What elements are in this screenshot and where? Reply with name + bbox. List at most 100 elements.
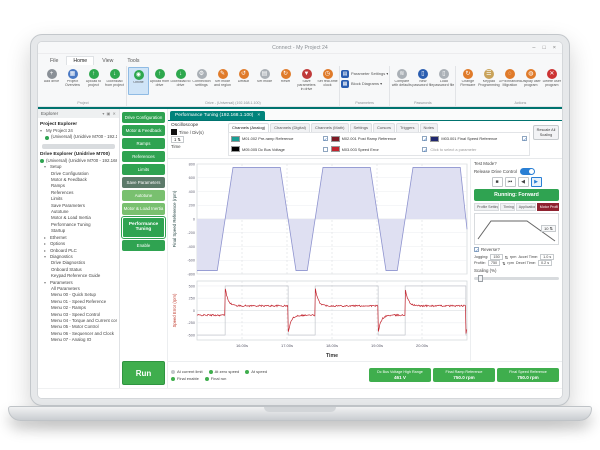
- scaling-slider[interactable]: [474, 275, 559, 282]
- channel-tab-channels-analog[interactable]: Channels (Analog): [228, 123, 270, 132]
- side-button-references[interactable]: References: [122, 151, 165, 163]
- tree-item-save-parameters[interactable]: Save Parameters: [40, 203, 117, 209]
- profile-tab-timing[interactable]: Timing: [500, 203, 515, 211]
- tree-item-ethernet[interactable]: ▸ Ethernet: [44, 234, 67, 240]
- ribbon-button-reset[interactable]: ↻ Reset: [275, 67, 296, 93]
- side-button-motor-load-inertia[interactable]: Motor & Load Inertia: [122, 203, 165, 215]
- panel-close-icon[interactable]: ✕: [112, 111, 116, 116]
- tree-item-options[interactable]: ▸ Options: [44, 241, 66, 247]
- side-button-drive-configuration[interactable]: Drive Configuration: [122, 112, 165, 124]
- channel-checkbox[interactable]: ✓: [422, 136, 428, 143]
- channel-tab-notes[interactable]: Notes: [419, 123, 438, 132]
- side-button-limits[interactable]: Limits: [122, 164, 165, 176]
- close-icon[interactable]: ×: [552, 44, 556, 51]
- run-button[interactable]: Run: [122, 361, 165, 385]
- speed-error-chart[interactable]: -500 -250 0 250 500 16.00s 17.00s 18.00s 19.00s 2…: [170, 278, 472, 360]
- panel-collapse-icon[interactable]: ▾: [102, 111, 105, 116]
- tree-item-menu-07-analog-io[interactable]: Menu 07 - Analog IO: [40, 337, 117, 343]
- side-button-autotune[interactable]: Autotune: [122, 190, 165, 202]
- channel-m02-001-post-ramp-reference[interactable]: M02.001 Post Ramp Reference ✓: [330, 134, 428, 144]
- doc-tab-performance-tuning[interactable]: Performance Tuning (192.168.1.100) ×: [170, 111, 266, 120]
- profile-tab-profile-settings[interactable]: Profile Settings: [474, 203, 500, 211]
- ribbon-button-delete-user-program[interactable]: ✕ Delete user program: [541, 67, 562, 93]
- stop-icon[interactable]: ■: [491, 177, 503, 187]
- ribbon-button-connection-settings[interactable]: ⚙ Connection settings: [191, 67, 212, 93]
- stepper-icon[interactable]: ⇅: [502, 261, 506, 266]
- skip-back-icon[interactable]: ⏮: [504, 177, 516, 187]
- tab-close-icon[interactable]: ×: [257, 113, 261, 118]
- tree-item-menu-06-sequencer-and-clock[interactable]: Menu 06 - Sequencer and Clock: [40, 331, 117, 337]
- menu-tab-tools[interactable]: Tools: [127, 58, 140, 64]
- splitter[interactable]: [42, 143, 115, 149]
- menu-tab-file[interactable]: File: [50, 58, 59, 64]
- channel-m01-002-pre-ramp-reference[interactable]: M01.002 Pre-ramp Reference ✓: [231, 134, 328, 144]
- tree-item-motor-load-inertia[interactable]: Motor & Load Inertia: [40, 215, 117, 221]
- minimize-icon[interactable]: –: [532, 44, 536, 51]
- play-icon[interactable]: ▶: [530, 177, 542, 187]
- ribbon-button-set-real-time-clock[interactable]: ◷ Set real-time clock: [317, 67, 338, 93]
- side-button-save-parameters[interactable]: Save Parameters: [122, 177, 165, 189]
- tree-item-drive-configuration[interactable]: Drive Configuration: [40, 171, 117, 177]
- ribbon-button-save-parameters-in-drive[interactable]: ▼ Save parameters in drive: [296, 67, 317, 93]
- ribbon-button-block-diagrams[interactable]: ▦ Block Diagrams ▾: [341, 80, 382, 88]
- tree-item-parameters[interactable]: ▾ Parameters: [44, 279, 73, 285]
- ribbon-button-project-overview[interactable]: ▦ Project Overview: [62, 67, 83, 93]
- ribbon-button-default[interactable]: ↺ Default: [233, 67, 254, 93]
- channel-tab-cursors[interactable]: Cursors: [372, 123, 395, 132]
- side-button-enable[interactable]: Enable: [122, 239, 165, 251]
- profile-tab-motor-profile[interactable]: Motor Profile: [536, 203, 559, 211]
- tree-item-menu-02-ramps[interactable]: Menu 02 - Ramps: [40, 305, 117, 311]
- reverse-checkbox[interactable]: ✓: [474, 247, 479, 253]
- tree-item-limits[interactable]: Limits: [40, 196, 117, 202]
- time-div-stepper[interactable]: 1 ⇅: [171, 136, 185, 143]
- tree-item-drive-diagnostics[interactable]: Drive Diagnostics: [40, 260, 117, 266]
- tree-item-menu-05-motor-control[interactable]: Menu 05 - Motor Control: [40, 324, 117, 330]
- reverse-icon[interactable]: ◀: [517, 177, 529, 187]
- ribbon-button-gp-enhanced-migration[interactable]: ◌ GP/Enhanced Migration: [499, 67, 521, 93]
- channel-tab-channels-math[interactable]: Channels (Math): [310, 123, 349, 132]
- channel-checkbox[interactable]: ✓: [422, 146, 428, 153]
- maximize-icon[interactable]: □: [542, 44, 546, 51]
- profile-stepper[interactable]: 10 ⇅: [541, 225, 556, 232]
- ribbon-button-compare-with-defaults[interactable]: ≋ Compare with defaults: [391, 67, 412, 93]
- tree-item-menu-04-torque-and-current-control[interactable]: Menu 04 - Torque and Current control: [40, 318, 117, 324]
- channel-slot-empty[interactable]: Click to select a parameter: [430, 145, 527, 155]
- menu-tab-view[interactable]: View: [102, 58, 114, 64]
- ribbon-button-load-password-file[interactable]: ▯ Load password file: [433, 67, 454, 93]
- menu-tab-home[interactable]: Home: [66, 56, 95, 65]
- channel-tab-settings[interactable]: Settings: [349, 123, 372, 132]
- ribbon-button-display-user-program[interactable]: ◍ Display user program: [520, 67, 541, 93]
- panel-pin-icon[interactable]: ▣: [106, 111, 111, 116]
- tree-item-menu-03-speed-control[interactable]: Menu 03 - Speed Control: [40, 312, 117, 318]
- channel-m03-003-speed-error[interactable]: M03.003 Speed Error ✓: [330, 145, 428, 155]
- ribbon-button-online[interactable]: ◉ Online: [128, 67, 149, 95]
- ribbon-button-download-from-project[interactable]: ↓ Download from project: [104, 67, 125, 93]
- ribbon-button-keypad-programming[interactable]: ☰ Keypad Programming: [478, 67, 500, 93]
- release-drive-control-toggle[interactable]: [519, 168, 535, 175]
- channel-tab-channels-digital[interactable]: Channels (Digital): [270, 123, 310, 132]
- ribbon-button-set-mode[interactable]: ▤ Set mode: [254, 67, 275, 93]
- channel-checkbox[interactable]: ✓: [322, 136, 328, 143]
- drive-root[interactable]: (Universal) (Unidrive M700 - 192.168.1.1…: [40, 158, 117, 164]
- channel-m05-005-dc-bus-voltage[interactable]: M05.005 Dc Bus Voltage: [231, 145, 328, 155]
- side-button-ramps[interactable]: Ramps: [122, 138, 165, 150]
- field-value-input[interactable]: 1.0 s: [540, 254, 555, 260]
- tree-item-autotune[interactable]: Autotune: [40, 209, 117, 215]
- field-value-input[interactable]: 750: [487, 260, 501, 266]
- tree-item-setup[interactable]: ▾ Setup: [44, 164, 62, 170]
- tree-item-performance-tuning[interactable]: Performance Tuning: [40, 222, 117, 228]
- field-value-input[interactable]: 150: [490, 254, 503, 260]
- tree-item-motor-feedback[interactable]: Motor & Feedback: [40, 177, 117, 183]
- tree-item-onboard-status[interactable]: Onboard Status: [40, 267, 117, 273]
- ribbon-button-new-password-file[interactable]: ▯ New password file: [412, 67, 433, 93]
- profile-tab-application[interactable]: Application: [515, 203, 536, 211]
- ribbon-button-set-mode-and-region[interactable]: ✎ Set mode and region: [212, 67, 233, 93]
- ribbon-button-sd-card-manager[interactable]: ℹSD Card Manager: [562, 67, 563, 93]
- tree-item-onboard-plc[interactable]: ▸ Onboard PLC: [44, 247, 77, 253]
- stepper-icon[interactable]: ⇅: [504, 255, 508, 260]
- channel-checkbox[interactable]: [322, 146, 328, 152]
- ribbon-button-parameter-settings[interactable]: ▤ Parameter Settings ▾: [341, 70, 388, 78]
- rescale-scaling-button[interactable]: Rescale All Scaling: [533, 125, 559, 141]
- ribbon-button-upload-from-drive[interactable]: ↑ Upload from drive: [149, 67, 170, 93]
- project-root[interactable]: ▾ My Project 24: [40, 128, 73, 133]
